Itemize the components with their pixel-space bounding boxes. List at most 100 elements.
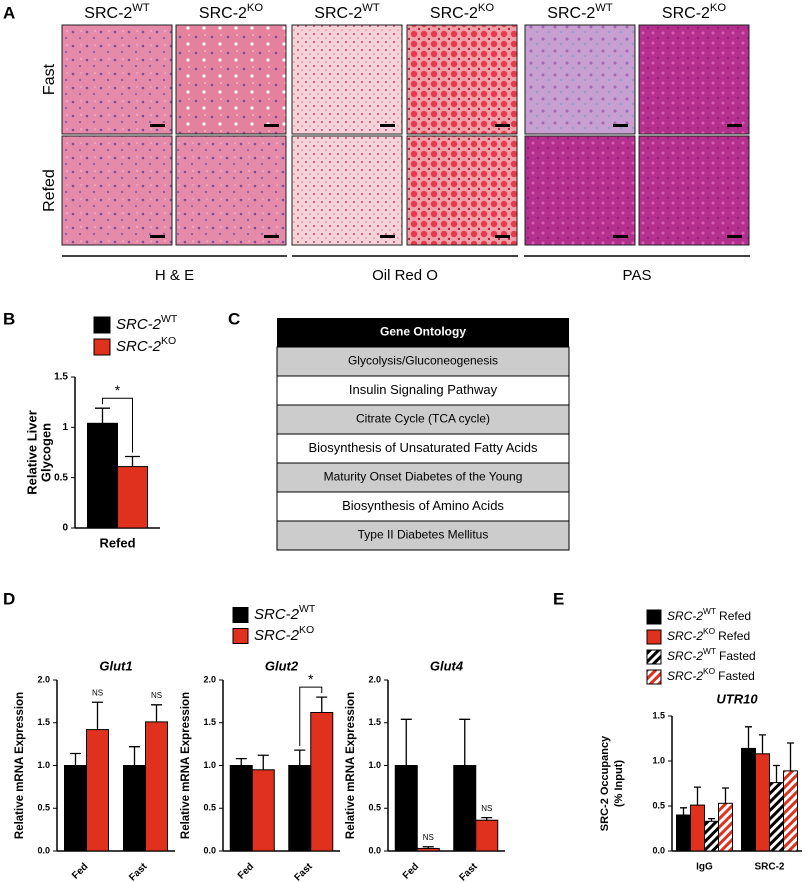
- x-tick-label: Fed: [70, 861, 90, 881]
- histology-image: [291, 135, 403, 246]
- error-bar: [745, 726, 752, 749]
- bar: [229, 765, 253, 852]
- column-header-part: KO: [247, 2, 263, 14]
- y-tick-label: 1: [62, 422, 68, 433]
- error-bar: [125, 455, 140, 467]
- x-tick-label: SRC-2: [754, 862, 784, 873]
- table-cell: Biosynthesis of Unsaturated Fatty Acids: [308, 440, 538, 455]
- row-label: Refed: [41, 169, 58, 212]
- error-bar: [481, 817, 493, 821]
- table-cell: Glycolysis/Gluconeogenesis: [348, 354, 498, 368]
- legend-label-part: Fasted: [719, 649, 756, 663]
- bar: [783, 770, 798, 852]
- y-tick-label: 1.5: [368, 717, 381, 727]
- legend-label: SRC-2WT: [116, 313, 178, 333]
- histology-image: [524, 135, 636, 246]
- scale-bar: [495, 124, 510, 127]
- scale-bar: [150, 124, 165, 127]
- column-header-part: KO: [478, 2, 494, 14]
- table-row: [276, 520, 570, 551]
- legend-swatch: [646, 609, 662, 625]
- chart-title: UTR10: [716, 691, 758, 706]
- legend-label: SRC-2WT: [254, 603, 316, 623]
- legend-label: SRC-2WT Fasted: [667, 646, 756, 663]
- error-bar: [400, 718, 412, 766]
- table-row: [276, 375, 570, 406]
- panel-label: B: [3, 309, 15, 328]
- legend-label-part: SRC-2: [116, 338, 162, 355]
- table-row: [276, 491, 570, 522]
- bar: [769, 782, 784, 852]
- legend-label: SRC-2KO: [254, 624, 314, 644]
- y-tick-label: 0.0: [37, 845, 50, 855]
- x-tick-label: Fast: [292, 861, 315, 882]
- y-tick-label: 2.0: [37, 674, 50, 684]
- bar: [741, 747, 756, 852]
- y-axis-label: Relative Liver: [24, 410, 39, 495]
- histology-image: [61, 135, 173, 246]
- legend-label: SRC-2KO: [116, 335, 176, 355]
- significance-label: *: [115, 382, 121, 398]
- histology-image: [524, 24, 636, 135]
- x-tick-label: Fast: [127, 861, 150, 882]
- column-header-part: WT: [362, 2, 380, 14]
- legend-label: SRC-2KO Fasted: [667, 666, 755, 683]
- legend-swatch: [646, 649, 662, 665]
- legend-label-part: SRC-2: [254, 627, 300, 644]
- error-bar: [722, 787, 729, 804]
- scale-bar: [380, 124, 395, 127]
- legend-label-part: KO: [703, 666, 716, 676]
- y-axis-label: (% Input): [613, 760, 625, 807]
- significance-label: NS: [92, 688, 103, 697]
- column-header-part: SRC-2: [199, 5, 247, 22]
- scale-bar: [613, 124, 628, 127]
- y-axis-label: SRC-2 Occupancy: [599, 735, 611, 831]
- column-header: SRC-2WT: [84, 2, 150, 22]
- table-cell: Type II Diabetes Mellitus: [358, 528, 489, 542]
- error-bar: [70, 752, 81, 766]
- row-label: Fast: [41, 63, 58, 95]
- significance-label: NS: [481, 804, 492, 813]
- error-bar: [316, 696, 328, 713]
- legend-label-part: WT: [161, 313, 178, 325]
- y-tick-label: 2.0: [203, 674, 216, 684]
- error-bar: [773, 764, 780, 783]
- stain-label: PAS: [623, 267, 652, 284]
- significance-label: *: [308, 671, 314, 687]
- error-bar: [294, 749, 306, 766]
- y-tick-label: 1.0: [203, 760, 216, 770]
- legend-label-part: SRC-2: [667, 669, 703, 683]
- panel-label: C: [228, 309, 240, 328]
- histology-image: [61, 24, 173, 135]
- y-tick-label: 0.0: [368, 845, 381, 855]
- error-bar: [235, 758, 247, 766]
- column-header-part: SRC-2: [662, 5, 710, 22]
- error-bar: [708, 817, 715, 822]
- bar: [475, 819, 499, 852]
- error-bar: [680, 807, 687, 815]
- error-bar: [129, 746, 140, 766]
- y-tick-label: 0.5: [54, 472, 68, 483]
- y-tick-label: 0: [62, 523, 68, 534]
- y-tick-label: 0.5: [368, 803, 381, 813]
- scale-bar: [264, 124, 279, 127]
- legend-swatch: [646, 669, 662, 685]
- column-header: SRC-2WT: [547, 2, 613, 22]
- legend-label-part: KO: [703, 626, 716, 636]
- column-header-part: SRC-2: [430, 5, 478, 22]
- panel-label: E: [553, 589, 564, 608]
- x-tick-label: Refed: [99, 535, 135, 550]
- histology-image: [291, 24, 403, 135]
- column-header-part: KO: [710, 2, 726, 14]
- y-tick-label: 0.5: [652, 800, 665, 810]
- bar: [394, 765, 418, 852]
- bar: [416, 847, 440, 852]
- bar: [310, 711, 334, 852]
- bar: [87, 422, 118, 529]
- error-bar: [95, 407, 110, 424]
- legend-label-part: KO: [161, 335, 176, 347]
- error-bar: [459, 718, 471, 766]
- legend-swatch: [232, 628, 249, 644]
- legend-label-part: SRC-2: [254, 606, 300, 623]
